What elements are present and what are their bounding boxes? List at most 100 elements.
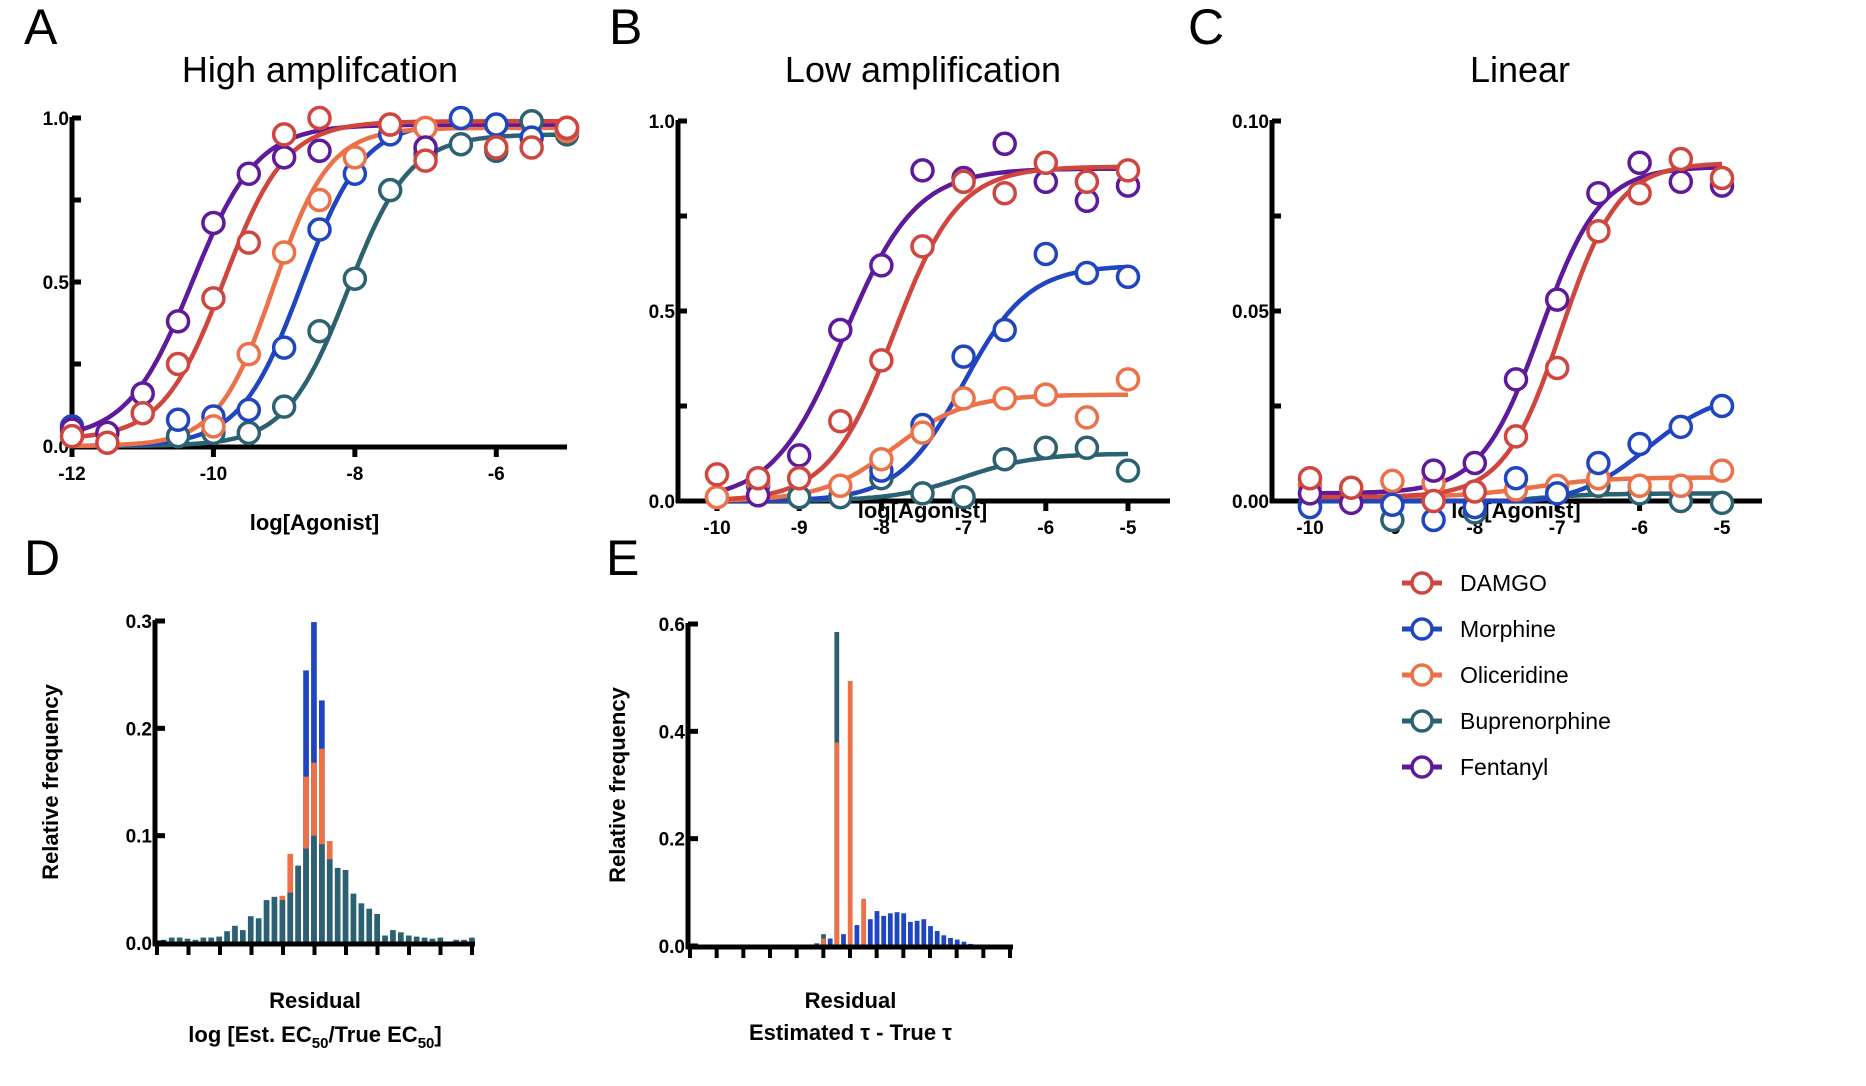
- data-point-morphine: [236, 397, 262, 423]
- data-point-morphine: [1380, 492, 1405, 518]
- data-point-buprenorphine: [236, 420, 262, 446]
- data-point-morphine: [1627, 431, 1652, 457]
- panel-d-ec50-residual-histogram: D 0.0 0.1 0.2 0.3 Relative frequency Residual l…: [24, 530, 475, 1052]
- x-tick-label: -8: [346, 464, 363, 485]
- y-tick-label: 0.0: [649, 492, 675, 513]
- data-point-fentanyl: [1586, 180, 1611, 206]
- data-point-damgo: [786, 465, 812, 491]
- histogram-bar-oliceridine: [834, 742, 840, 946]
- y-axis-label: Relative frequency: [38, 683, 63, 879]
- y-tick-label: 0.10: [1232, 112, 1269, 133]
- histogram-bar-buprenorphine: [421, 937, 428, 943]
- histogram-bar-oliceridine: [847, 680, 853, 946]
- data-point-fentanyl: [271, 145, 297, 170]
- x-tick-label: -8: [873, 518, 890, 539]
- data-point-fentanyl: [201, 210, 226, 236]
- data-point-buprenorphine: [1033, 435, 1059, 461]
- data-point-oliceridine: [1709, 458, 1735, 483]
- data-point-damgo: [484, 135, 509, 160]
- data-point-damgo: [95, 430, 120, 455]
- histogram-bar-buprenorphine: [390, 930, 396, 943]
- label-part: log [Est. EC: [188, 1022, 312, 1047]
- histogram-bar-buprenorphine: [469, 937, 475, 943]
- histogram-bar-morphine: [827, 938, 833, 946]
- data-point-oliceridine: [704, 484, 730, 510]
- data-point-damgo: [1627, 180, 1652, 206]
- legend-item-oliceridine: Oliceridine: [1402, 662, 1569, 688]
- legend-item-morphine: Morphine: [1402, 616, 1556, 642]
- data-point-oliceridine: [869, 446, 894, 472]
- data-point-damgo: [413, 148, 438, 173]
- histogram-bar-buprenorphine: [200, 937, 207, 943]
- data-point-damgo: [1421, 488, 1446, 514]
- data-point-damgo: [1709, 165, 1735, 191]
- x-tick-label: -6: [1631, 518, 1648, 539]
- data-point-damgo: [130, 400, 155, 426]
- label-part: ]: [434, 1022, 441, 1047]
- data-point-fentanyl: [130, 381, 155, 406]
- x-tick-label: -5: [1714, 518, 1731, 539]
- data-point-fentanyl: [1544, 287, 1570, 312]
- legend-label: DAMGO: [1460, 570, 1547, 596]
- data-point-fentanyl: [786, 443, 812, 468]
- histogram-bar-buprenorphine: [184, 938, 191, 943]
- data-point-oliceridine: [1668, 473, 1694, 499]
- data-point-damgo: [704, 462, 730, 487]
- histogram-bar-buprenorphine: [326, 859, 333, 943]
- label-part: /True EC: [328, 1022, 417, 1047]
- data-point-morphine: [271, 335, 297, 360]
- histogram-bar-buprenorphine: [303, 848, 309, 943]
- histogram-bar-morphine: [934, 931, 940, 946]
- data-point-oliceridine: [271, 240, 297, 265]
- histogram-bar-buprenorphine: [437, 937, 444, 943]
- panel-e-tau-residual-histogram: E 0.0 0.2 0.4 0.6 Relative frequency Residual E…: [605, 530, 1013, 1045]
- data-point-damgo: [869, 348, 894, 373]
- data-point-buprenorphine: [951, 484, 976, 510]
- data-point-morphine: [992, 317, 1017, 343]
- data-point-fentanyl: [165, 309, 191, 334]
- x-axis-label-line2: Estimated τ - True τ: [749, 1020, 952, 1045]
- histogram-bar-morphine: [901, 913, 907, 946]
- legend-item-buprenorphine: Buprenorphine: [1402, 708, 1611, 734]
- histogram-bar-morphine: [841, 934, 846, 946]
- histogram-bar-morphine: [941, 935, 947, 946]
- data-point-oliceridine: [1380, 468, 1405, 494]
- histogram-bar-morphine: [867, 919, 873, 946]
- histogram-bar-buprenorphine: [453, 939, 459, 943]
- histogram-bar-buprenorphine: [271, 896, 278, 943]
- data-point-damgo: [1338, 475, 1364, 500]
- histogram-bar-morphine: [887, 913, 893, 946]
- legend-item-fentanyl: Fentanyl: [1402, 754, 1548, 780]
- x-tick-label: -10: [1296, 518, 1323, 539]
- histogram-bar-oliceridine: [821, 938, 826, 946]
- data-point-damgo: [828, 408, 853, 434]
- x-axis-label-line1: Residual: [269, 988, 361, 1013]
- x-tick-label: -7: [955, 518, 972, 539]
- y-tick-label: 0.6: [659, 615, 685, 636]
- data-point-damgo: [745, 465, 771, 491]
- histogram-bar-buprenorphine: [192, 939, 199, 943]
- histogram-bar-morphine: [894, 912, 900, 946]
- histogram-bar-buprenorphine: [216, 936, 222, 943]
- data-point-morphine: [1033, 241, 1059, 267]
- x-tick-label: -7: [1549, 518, 1566, 539]
- histogram-bar-morphine: [948, 938, 953, 946]
- data-point-oliceridine: [910, 420, 935, 445]
- histogram-bar-buprenorphine: [405, 935, 412, 943]
- fit-curve-damgo: [716, 164, 1129, 502]
- data-point-fentanyl: [869, 253, 894, 278]
- subscript: 50: [312, 1035, 329, 1052]
- histogram-bar-buprenorphine: [413, 936, 420, 943]
- data-point-oliceridine: [1074, 405, 1100, 430]
- data-point-damgo: [1544, 355, 1570, 381]
- y-tick-label: 0.0: [659, 937, 685, 958]
- x-axis-label: log[Agonist]: [250, 510, 380, 535]
- data-point-fentanyl: [1462, 450, 1488, 476]
- y-tick-label: 0.5: [649, 302, 676, 323]
- data-point-buprenorphine: [1709, 490, 1735, 516]
- x-tick-label: -5: [1120, 518, 1137, 539]
- data-point-buprenorphine: [1074, 435, 1100, 461]
- histogram-bar-morphine: [914, 920, 920, 946]
- y-tick-label: 0.2: [659, 830, 685, 851]
